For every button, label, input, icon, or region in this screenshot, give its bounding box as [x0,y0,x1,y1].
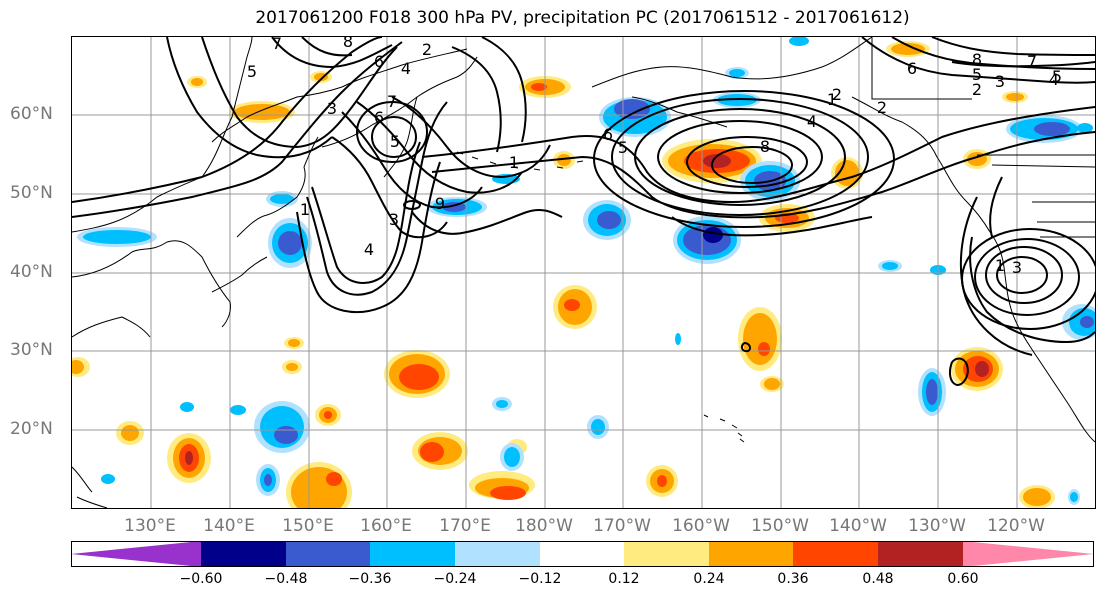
lon-label-130w: 130°W [908,516,966,536]
contour-label: 9 [435,194,445,213]
colorbar-swatch [624,541,709,567]
colorbar-swatch [286,541,370,567]
graticule [72,37,1095,508]
lon-label-140e: 140°E [203,516,255,536]
colorbar-tick-label: 0.60 [947,571,979,587]
colorbar-tick-label: 0.12 [608,571,640,587]
contour-label: 2 [972,80,982,99]
colorbar-tick-label: −0.48 [264,571,308,587]
colorbar-swatch [71,541,201,567]
colorbar [71,541,1094,571]
contour-label: 5 [972,65,982,84]
lon-label-150w: 150°W [751,516,809,536]
colorbar-svg [71,541,1094,567]
contour-label: 3 [327,99,337,118]
contour-label: 5 [390,132,400,151]
contour-labels: 7 8 6 5 4 2 3 1 7 6 5 4 3 1 2 6 5 8 4 9 … [247,37,1062,277]
contour-label: 6 [603,125,613,144]
contour-label: 2 [877,98,887,117]
colorbar-swatch [878,541,963,567]
contour-label: 1 [995,256,1005,275]
lat-label-30n: 30°N [10,340,53,360]
colorbar-tick-label: −0.60 [179,571,223,587]
colorbar-tick-label: −0.24 [433,571,477,587]
colorbar-tick-label: 0.24 [693,571,725,587]
pv-contours [72,37,1095,387]
contour-label: 6 [374,52,384,71]
contour-label: 5 [247,62,257,81]
contour-label: 5 [618,138,628,157]
contour-label: 4 [807,112,817,131]
contour-label: 3 [995,72,1005,91]
lon-label-140w: 140°W [829,516,887,536]
lon-label-150e: 150°E [282,516,334,536]
map-panel: 7 8 6 5 4 2 3 1 7 6 5 4 3 1 2 6 5 8 4 9 … [71,36,1096,509]
lon-label-160w: 160°W [672,516,730,536]
contour-label: 1 [827,90,837,109]
lat-label-50n: 50°N [10,183,53,203]
colorbar-tick-label: 0.48 [862,571,894,587]
contour-label: 7 [387,92,397,111]
lon-label-170e: 170°E [439,516,491,536]
colorbar-swatch [963,541,1094,567]
colorbar-swatch [540,541,624,567]
contour-label: 6 [374,108,384,127]
contour-label: 5 [1052,67,1062,86]
contour-label: 4 [364,240,374,259]
lat-label-60n: 60°N [10,104,53,124]
colorbar-swatch [793,541,878,567]
map-canvas: 7 8 6 5 4 2 3 1 7 6 5 4 3 1 2 6 5 8 4 9 … [72,37,1095,508]
lat-label-20n: 20°N [10,419,53,439]
map-title: 2017061200 F018 300 hPa PV, precipitatio… [255,8,910,28]
colorbar-tick-label: −0.36 [348,571,392,587]
contour-label: 4 [1049,70,1059,89]
contour-label: 7 [272,37,282,53]
contour-label: 4 [401,59,411,78]
colorbar-swatch [370,541,455,567]
lon-label-180w: 180°W [515,516,573,536]
contour-label: 1 [300,200,310,219]
lat-label-40n: 40°N [10,262,53,282]
contour-label: 8 [760,137,770,156]
contour-label: 3 [1012,258,1022,277]
contour-label: 7 [1027,52,1037,71]
colorbar-tick-label: −0.12 [518,571,562,587]
colorbar-tick-label: 0.36 [777,571,809,587]
contour-label: 8 [343,37,353,51]
lon-label-120w: 120°W [987,516,1045,536]
lon-label-160e: 160°E [360,516,412,536]
contour-label: 2 [422,40,432,59]
contour-label: 1 [509,153,519,172]
colorbar-swatch [455,541,540,567]
contour-label: 8 [972,50,982,69]
colorbar-swatch [709,541,793,567]
lon-label-130e: 130°E [124,516,176,536]
contour-label: 2 [832,85,842,104]
contour-label: 6 [907,59,917,78]
contour-label: 3 [389,210,399,229]
colorbar-swatch [201,541,286,567]
lon-label-170w: 170°W [593,516,651,536]
